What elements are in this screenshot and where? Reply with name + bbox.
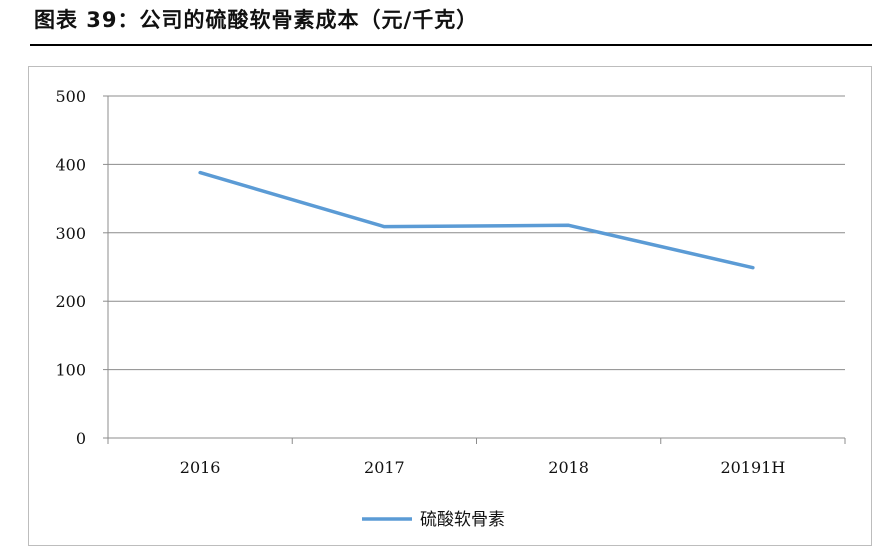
legend-label: 硫酸软骨素	[420, 510, 505, 530]
y-tick-label: 400	[55, 155, 86, 174]
y-tick-label: 300	[55, 224, 86, 243]
y-tick-label: 500	[55, 87, 86, 106]
axes	[103, 96, 845, 444]
y-tick-label: 100	[55, 361, 86, 380]
y-tick-label: 0	[76, 429, 86, 448]
series-layer	[200, 173, 753, 268]
x-tick-label: 20191H	[720, 458, 785, 477]
x-tick-label: 2016	[180, 458, 221, 477]
series-line-0	[200, 173, 753, 268]
y-tick-label: 200	[55, 292, 86, 311]
gridlines	[108, 96, 845, 370]
x-tick-label: 2018	[548, 458, 589, 477]
legend: 硫酸软骨素	[362, 510, 505, 530]
tick-labels: 0 100 200 300 400 500 2016 2017 2018 20191H	[55, 87, 785, 477]
line-chart: 0 100 200 300 400 500 2016 2017 2018 20191H 硫酸软骨素	[0, 0, 872, 534]
x-tick-label: 2017	[364, 458, 405, 477]
